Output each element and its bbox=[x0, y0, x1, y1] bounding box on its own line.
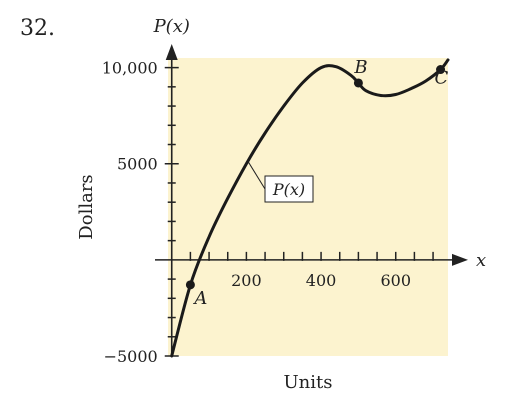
y-tick-label: −5000 bbox=[104, 347, 158, 366]
point-b-marker bbox=[353, 78, 363, 88]
x-axis-title: Units bbox=[284, 372, 333, 393]
curve-label-leader bbox=[247, 161, 266, 190]
x-tick-label: 400 bbox=[306, 271, 337, 290]
x-tick-label: 200 bbox=[231, 271, 262, 290]
x-axis-arrowhead bbox=[452, 253, 468, 266]
points-layer: A B C bbox=[185, 57, 449, 309]
curve-label: P(x) bbox=[272, 180, 305, 199]
point-c-marker bbox=[436, 65, 446, 75]
point-c-label: C bbox=[435, 68, 449, 89]
curve-label-box: P(x) bbox=[264, 175, 314, 203]
y-tick-label: 10,000 bbox=[102, 59, 158, 78]
curve-label-frame bbox=[264, 175, 314, 203]
point-b-label: B bbox=[353, 57, 367, 78]
x-tick-label: 600 bbox=[380, 271, 411, 290]
series-line-p-of-x bbox=[170, 58, 450, 358]
problem-number: 32. bbox=[20, 16, 55, 41]
y-axis-title: Dollars bbox=[76, 174, 97, 239]
y-tick-label: 5000 bbox=[117, 155, 158, 174]
point-a-marker bbox=[185, 280, 195, 290]
y-axis-arrowhead bbox=[165, 44, 178, 60]
y-axis-symbol: P(x) bbox=[153, 16, 190, 37]
ticks-layer: 200 400 600 −5000 5000 10,000 bbox=[102, 59, 434, 366]
point-a-label: A bbox=[192, 288, 207, 309]
plot-background bbox=[168, 58, 448, 356]
x-axis-symbol: x bbox=[476, 250, 486, 271]
